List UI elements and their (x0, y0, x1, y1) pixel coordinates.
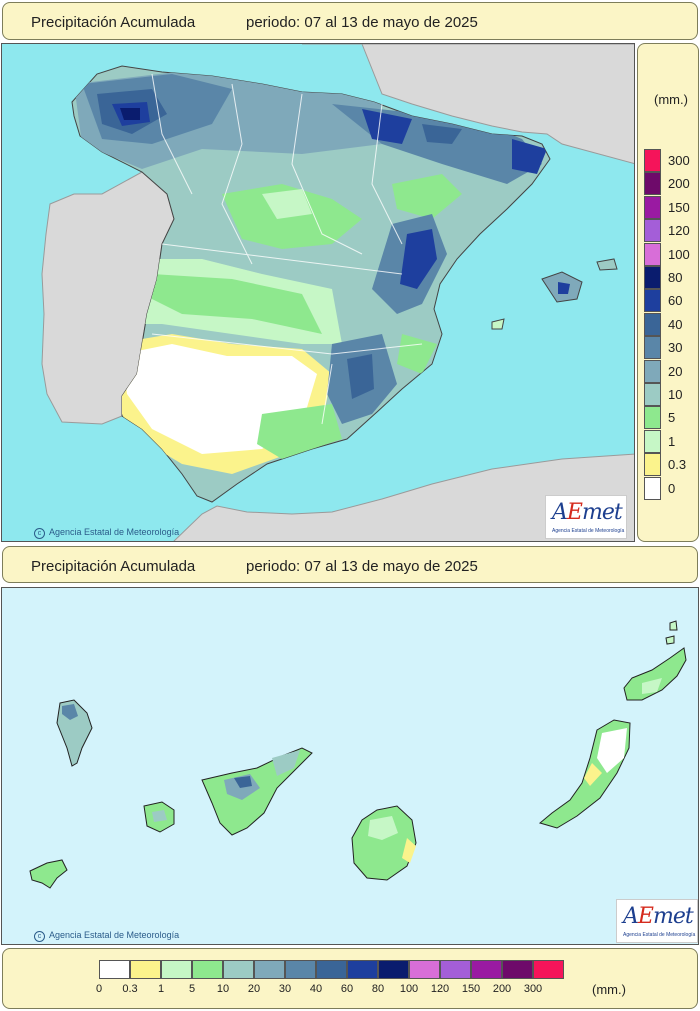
map-period: periodo: 07 al 13 de mayo de 2025 (246, 14, 478, 31)
canarias-title-bar: Precipitación Acumulada periodo: 07 al 1… (2, 546, 698, 583)
legend-swatch (223, 960, 254, 979)
legend-swatch (378, 960, 409, 979)
map-credit: c Agencia Estatal de Meteorología (34, 930, 179, 942)
legend-label: 0.3 (668, 457, 687, 473)
aemet-logo: AEmet Agencia Estatal de Meteorología (545, 495, 627, 539)
peninsula-map-graphic (41, 44, 634, 541)
map-title: Precipitación Acumulada (31, 558, 196, 575)
legend-label: 40 (668, 316, 683, 332)
canarias-precipitation-map: c Agencia Estatal de Meteorología AEmet A… (1, 587, 699, 945)
legend-swatch (99, 960, 130, 979)
legend-label: 5 (668, 410, 676, 426)
copyright-icon: c (34, 528, 45, 539)
legend-unit: (mm.) (592, 982, 626, 997)
vertical-legend: (mm.) 300 200 150 120 100 80 60 40 30 20 10 5 1 0.3 0 (637, 43, 699, 542)
legend-swatch (644, 383, 661, 406)
legend-swatch (440, 960, 471, 979)
legend-swatch (644, 429, 661, 453)
legend-swatch (347, 960, 378, 979)
map-title: Precipitación Acumulada (31, 14, 196, 31)
legend-label: 1 (157, 983, 165, 995)
legend-label: 5 (188, 983, 196, 995)
legend-label: 300 (668, 153, 690, 168)
legend-label: 100 (668, 246, 690, 262)
legend-swatch (644, 476, 661, 500)
legend-label: 200 (668, 176, 690, 192)
legend-label: 20 (247, 983, 261, 995)
aemet-logo: AEmet Agencia Estatal de Meteorología (616, 899, 698, 943)
legend-label: 60 (668, 293, 683, 309)
legend-label: 80 (371, 983, 385, 995)
legend-label: 40 (309, 983, 323, 995)
peninsula-precipitation-map: c Agencia Estatal de Meteorología AEmet A… (1, 43, 635, 542)
map-period: periodo: 07 al 13 de mayo de 2025 (246, 558, 478, 575)
legend-label: 0 (95, 983, 103, 995)
legend-swatch (502, 960, 533, 979)
legend-swatch (644, 266, 661, 289)
legend-label: 200 (492, 983, 512, 995)
legend-swatch (644, 219, 661, 243)
legend-swatch (316, 960, 347, 979)
legend-label: 0.3 (122, 983, 138, 995)
legend-swatch (192, 960, 223, 979)
legend-label: 10 (216, 983, 230, 995)
legend-swatch (471, 960, 502, 979)
legend-swatch (409, 960, 440, 979)
legend-swatch (644, 406, 661, 430)
legend-swatch (644, 359, 661, 383)
legend-swatch (254, 960, 285, 979)
legend-swatch (644, 289, 661, 313)
legend-swatch (285, 960, 316, 979)
canarias-map-graphic (29, 620, 687, 889)
legend-label: 150 (461, 983, 481, 995)
legend-label: 1 (668, 433, 676, 449)
copyright-icon: c (34, 931, 45, 942)
legend-swatch (644, 453, 661, 477)
legend-label: 30 (278, 983, 292, 995)
legend-swatch (644, 242, 661, 266)
legend-swatch (533, 960, 564, 979)
legend-swatch (644, 336, 661, 360)
legend-swatch (644, 172, 661, 196)
legend-label: 60 (340, 983, 354, 995)
legend-swatch (644, 195, 661, 219)
legend-label: 300 (523, 983, 543, 995)
legend-label: 10 (668, 387, 683, 402)
legend-swatch (644, 312, 661, 336)
legend-label: 100 (399, 983, 419, 995)
map-credit: c Agencia Estatal de Meteorología (34, 527, 179, 539)
legend-swatch (644, 149, 661, 172)
peninsula-title-bar: Precipitación Acumulada periodo: 07 al 1… (2, 2, 698, 40)
legend-swatch (161, 960, 192, 979)
legend-label: 30 (668, 340, 683, 356)
legend-label: 120 (668, 223, 690, 239)
legend-label: 20 (668, 363, 683, 379)
legend-unit: (mm.) (654, 92, 688, 107)
horizontal-legend: 0 0.3 1 5 10 20 30 40 60 80 100 120 150 200 300 (mm.) (2, 948, 698, 1009)
legend-label: 80 (668, 270, 683, 285)
legend-label: 150 (668, 199, 690, 215)
legend-swatch (130, 960, 161, 979)
legend-label: 0 (668, 480, 676, 496)
legend-label: 120 (430, 983, 450, 995)
